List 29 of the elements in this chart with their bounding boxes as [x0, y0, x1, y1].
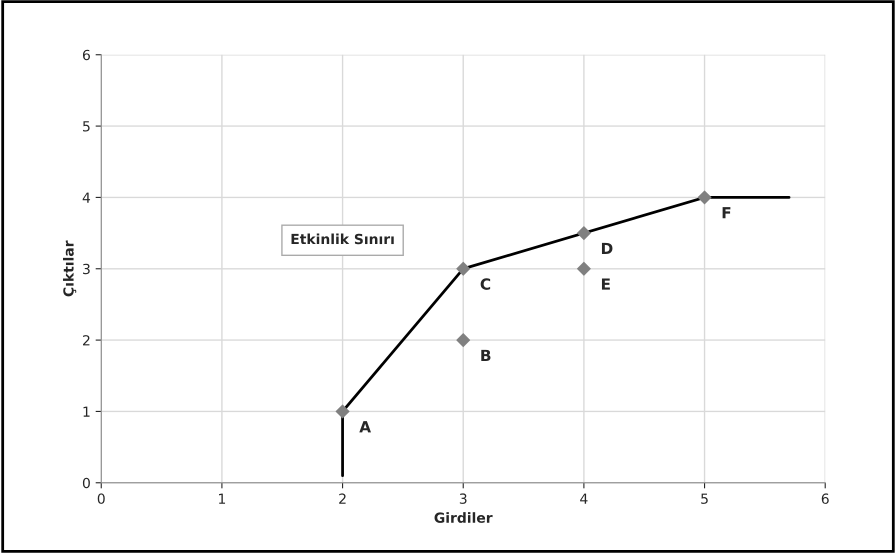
y-tick-label: 4	[82, 192, 90, 203]
y-tick-label: 3	[83, 264, 90, 274]
point	[456, 333, 470, 348]
annotation: E	[602, 278, 610, 290]
point	[336, 404, 350, 418]
y-tick-label: 1	[84, 406, 90, 417]
x-tick-label: 6	[822, 493, 829, 504]
annotation: D	[602, 242, 612, 254]
y-axis-title: Çıktılar	[62, 240, 76, 296]
point	[698, 190, 712, 204]
x-tick-label: 0	[98, 493, 105, 504]
point	[456, 262, 470, 276]
x-tick-label: 4	[580, 494, 588, 504]
annotation: Etkinlik Sınırı	[292, 234, 394, 244]
annotation: B	[481, 350, 490, 361]
y-tick-label: 0	[82, 478, 90, 488]
x-tick-label: 2	[339, 493, 346, 504]
y-tick-label: 6	[82, 50, 90, 60]
point	[576, 262, 591, 276]
x-tick-label: 1	[219, 494, 226, 504]
x-tick-label: 3	[460, 493, 467, 504]
annotation: A	[359, 421, 371, 432]
y-tick-label: 5	[83, 121, 90, 132]
annotation: F	[722, 207, 730, 218]
annotation: C	[480, 278, 490, 290]
point	[576, 226, 591, 240]
x-axis-title: Girdiler	[434, 512, 493, 523]
y-tick-label: 2	[83, 335, 90, 346]
x-tick-label: 5	[701, 494, 708, 504]
